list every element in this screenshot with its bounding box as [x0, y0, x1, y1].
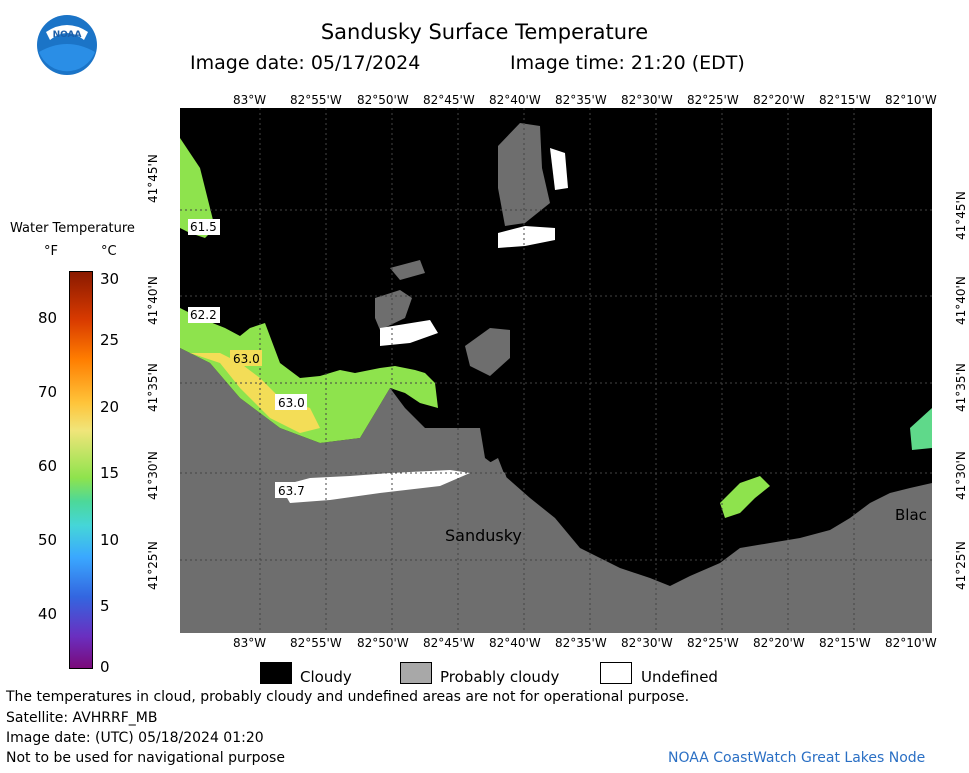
footer-utc-date: Image date: (UTC) 05/18/2024 01:20 — [6, 730, 264, 746]
temp-label-63-0-b: 63.0 — [278, 396, 305, 410]
land-south — [180, 348, 932, 633]
lat-tick-left-4: 41°25'N — [146, 541, 160, 590]
water-far-east-patch — [910, 408, 932, 450]
f-tick-3: 50 — [38, 531, 58, 549]
place-label-sandusky: Sandusky — [445, 526, 522, 545]
lat-tick-left-2: 41°35'N — [146, 363, 160, 412]
cloud-patch-3 — [375, 290, 412, 330]
water-warm-zone — [180, 308, 438, 443]
cloud-patch-4 — [390, 260, 425, 280]
lon-tick-top-5: 82°35'W — [555, 93, 607, 107]
place-label-blac: Blac — [895, 506, 927, 524]
f-tick-4: 40 — [38, 605, 58, 623]
temp-label-63-7: 63.7 — [278, 484, 305, 498]
lat-tick-left-0: 41°45'N — [146, 154, 160, 203]
lon-tick-bottom-6: 82°30'W — [621, 636, 673, 650]
lon-tick-top-0: 83°W — [233, 93, 267, 107]
undefined-patch-1 — [498, 226, 555, 248]
footer-disclaimer: The temperatures in cloud, probably clou… — [6, 689, 690, 705]
map-title: Sandusky Surface Temperature — [320, 20, 649, 44]
lon-tick-bottom-7: 82°25'W — [687, 636, 739, 650]
temp-label-63-0-a: 63.0 — [233, 352, 260, 366]
image-date: Image date: 05/17/2024 — [190, 52, 421, 74]
lat-tick-left-3: 41°30'N — [146, 451, 160, 500]
lon-tick-bottom-0: 83°W — [233, 636, 267, 650]
temp-label-61-5: 61.5 — [190, 220, 217, 234]
f-tick-0: 80 — [38, 309, 58, 327]
lat-tick-right-4: 41°25'N — [954, 541, 968, 590]
lon-tick-bottom-2: 82°50'W — [357, 636, 409, 650]
footer-navigation: Not to be used for navigational purpose — [6, 750, 285, 766]
lat-tick-right-0: 41°45'N — [954, 191, 968, 240]
lat-tick-right-1: 41°40'N — [954, 276, 968, 325]
c-tick-5: 5 — [100, 597, 110, 615]
lon-tick-top-10: 82°10'W — [885, 93, 937, 107]
lon-tick-bottom-1: 82°55'W — [290, 636, 342, 650]
c-tick-2: 20 — [100, 398, 120, 416]
c-tick-3: 15 — [100, 464, 120, 482]
colorbar-title: Water Temperature — [10, 221, 135, 236]
lon-tick-top-7: 82°25'W — [687, 93, 739, 107]
lat-tick-right-3: 41°30'N — [954, 451, 968, 500]
f-tick-2: 60 — [38, 457, 58, 475]
colorbar-unit-c: °C — [101, 244, 117, 259]
legend-undefined-label: Undefined — [641, 668, 718, 686]
lon-tick-bottom-8: 82°20'W — [753, 636, 805, 650]
legend-undefined-swatch — [600, 662, 632, 684]
lat-tick-left-1: 41°40'N — [146, 276, 160, 325]
cloud-patch-2 — [465, 328, 510, 376]
undefined-patch-2 — [550, 148, 568, 190]
footer-satellite: Satellite: AVHRRF_MB — [6, 710, 158, 726]
c-tick-6: 0 — [100, 658, 110, 676]
c-tick-4: 10 — [100, 531, 120, 549]
lon-tick-top-4: 82°40'W — [489, 93, 541, 107]
undefined-patch-4 — [280, 470, 470, 503]
colorbar-unit-f: °F — [44, 244, 58, 259]
f-tick-1: 70 — [38, 383, 58, 401]
lat-tick-right-2: 41°35'N — [954, 363, 968, 412]
noaa-logo: NOAA — [37, 15, 97, 75]
water-east-patch — [720, 476, 770, 518]
image-time: Image time: 21:20 (EDT) — [510, 52, 745, 74]
lon-tick-top-9: 82°15'W — [819, 93, 871, 107]
lon-tick-top-1: 82°55'W — [290, 93, 342, 107]
lon-tick-bottom-5: 82°35'W — [555, 636, 607, 650]
lon-tick-bottom-9: 82°15'W — [819, 636, 871, 650]
temp-label-62-2: 62.2 — [190, 308, 217, 322]
temperature-map: 61.5 62.2 63.0 63.0 63.7 Sandusky Blac — [180, 108, 932, 633]
lon-tick-top-6: 82°30'W — [621, 93, 673, 107]
legend-probably-cloudy-label: Probably cloudy — [440, 668, 560, 686]
legend-cloudy-label: Cloudy — [300, 668, 352, 686]
lon-tick-top-8: 82°20'W — [753, 93, 805, 107]
colorbar-gradient — [69, 271, 93, 669]
grid-lines — [180, 108, 932, 633]
noaa-logo-text: NOAA — [53, 30, 82, 40]
undefined-patch-3 — [380, 320, 438, 346]
c-tick-1: 25 — [100, 331, 120, 349]
lon-tick-top-3: 82°45'W — [423, 93, 475, 107]
footer-credit: NOAA CoastWatch Great Lakes Node — [668, 750, 926, 766]
c-tick-0: 30 — [100, 270, 120, 288]
lon-tick-top-2: 82°50'W — [357, 93, 409, 107]
lon-tick-bottom-4: 82°40'W — [489, 636, 541, 650]
water-north-zone — [180, 138, 215, 238]
lon-tick-bottom-10: 82°10'W — [885, 636, 937, 650]
legend-probably-cloudy-swatch — [400, 662, 432, 684]
water-hot-zone — [190, 353, 320, 433]
lon-tick-bottom-3: 82°45'W — [423, 636, 475, 650]
legend-cloudy-swatch — [260, 662, 292, 684]
